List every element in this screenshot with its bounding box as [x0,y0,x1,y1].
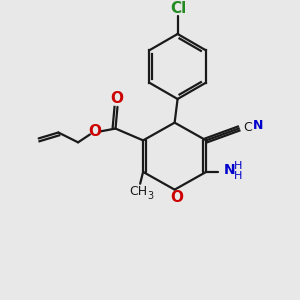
Text: CH: CH [129,185,147,198]
Text: O: O [88,124,101,139]
Text: Cl: Cl [170,1,187,16]
Text: O: O [170,190,183,205]
Text: C: C [244,121,252,134]
Text: 3: 3 [147,190,153,201]
Text: N: N [253,119,263,132]
Text: O: O [110,91,123,106]
Text: H: H [234,161,242,171]
Text: H: H [234,171,242,181]
Text: N: N [224,163,236,177]
